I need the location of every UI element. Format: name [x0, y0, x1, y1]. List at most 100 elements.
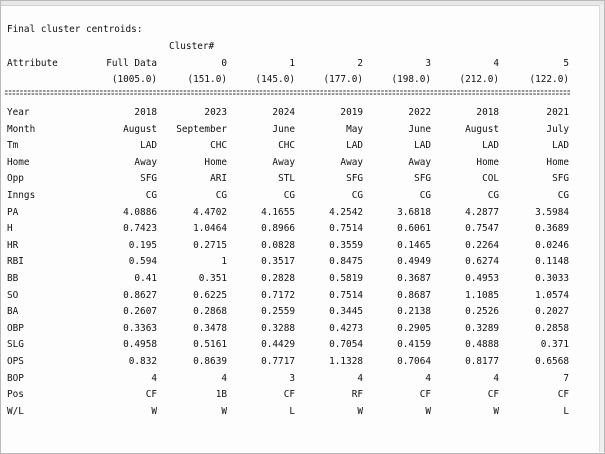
centroid-value: 3: [289, 373, 295, 384]
centroid-value: LAD: [140, 140, 157, 151]
centroid-value: 0.7172: [261, 290, 295, 301]
centroid-value: 0.3033: [535, 273, 569, 284]
centroid-value: August: [123, 124, 157, 135]
row-attribute: Pos: [7, 389, 24, 400]
column-header: 0: [221, 58, 227, 69]
centroid-value: 0.8687: [397, 290, 431, 301]
centroid-value: Home: [546, 157, 569, 168]
row-attribute: W/L: [7, 406, 24, 417]
centroid-value: 4: [221, 373, 227, 384]
centroid-value: 0.6061: [397, 223, 431, 234]
centroid-value: Away: [272, 157, 295, 168]
column-header: Full Data: [106, 58, 157, 69]
centroid-value: 0.7064: [397, 356, 431, 367]
centroid-value: 0.7514: [329, 223, 363, 234]
centroid-value: 1.0464: [193, 223, 227, 234]
centroid-value: CG: [487, 190, 499, 201]
centroid-value: 0.41: [134, 273, 157, 284]
row-attribute: Tm: [7, 140, 19, 151]
centroid-value: 4.2877: [465, 207, 499, 218]
centroid-value: 0.7054: [329, 339, 363, 350]
centroid-value: CG: [215, 190, 227, 201]
centroid-value: W: [493, 406, 499, 417]
centroid-value: July: [546, 124, 569, 135]
centroid-value: 0.0246: [535, 240, 569, 251]
separator-line: [5, 90, 571, 95]
column-header: 3: [425, 58, 431, 69]
centroid-value: 0.4429: [261, 339, 295, 350]
centroid-value: 0.2027: [535, 306, 569, 317]
centroid-value: 0.8475: [329, 256, 363, 267]
vertical-scrollbar[interactable]: [599, 5, 604, 452]
centroid-value: LAD: [414, 140, 431, 151]
row-attribute: Home: [7, 157, 30, 168]
centroid-value: Home: [204, 157, 227, 168]
centroid-value: 0.5161: [193, 339, 227, 350]
centroid-value: 0.4949: [397, 256, 431, 267]
centroid-value: 2018: [476, 107, 499, 118]
centroid-value: 0.3687: [397, 273, 431, 284]
centroid-value: 1B: [215, 389, 227, 400]
column-count: (198.0): [391, 74, 431, 85]
centroid-value: STL: [278, 173, 295, 184]
centroid-value: SFG: [140, 173, 157, 184]
centroid-value: L: [289, 406, 295, 417]
column-count: (145.0): [255, 74, 295, 85]
row-attribute: H: [7, 223, 13, 234]
centroid-value: 4.0886: [123, 207, 157, 218]
centroid-value: 0.2868: [193, 306, 227, 317]
centroid-value: 0.8177: [465, 356, 499, 367]
centroid-value: 2022: [408, 107, 431, 118]
centroid-value: 0.371: [540, 339, 569, 350]
centroid-value: 0.2858: [535, 323, 569, 334]
row-attribute: Inngs: [7, 190, 36, 201]
column-header: 2: [357, 58, 363, 69]
centroid-value: CG: [283, 190, 295, 201]
centroid-value: W: [425, 406, 431, 417]
centroid-value: 2021: [546, 107, 569, 118]
centroid-value: 2024: [272, 107, 295, 118]
centroid-value: 0.5819: [329, 273, 363, 284]
centroid-value: SFG: [552, 173, 569, 184]
centroid-value: CG: [419, 190, 431, 201]
centroid-value: 0.594: [128, 256, 157, 267]
centroid-value: CG: [351, 190, 363, 201]
centroid-value: 0.2715: [193, 240, 227, 251]
centroid-value: June: [408, 124, 431, 135]
output-heading: Final cluster centroids:: [7, 24, 143, 35]
centroid-value: 4: [493, 373, 499, 384]
centroid-value: 1.0574: [535, 290, 569, 301]
centroid-value: May: [346, 124, 363, 135]
centroid-value: 0.3445: [329, 306, 363, 317]
centroid-value: 0.832: [128, 356, 157, 367]
row-attribute: Month: [7, 124, 36, 135]
centroid-value: SFG: [414, 173, 431, 184]
centroid-value: 3.5984: [535, 207, 569, 218]
centroid-value: CF: [283, 389, 295, 400]
centroid-value: 0.2559: [261, 306, 295, 317]
centroid-value: Away: [134, 157, 157, 168]
column-count: (212.0): [459, 74, 499, 85]
column-header: 4: [493, 58, 499, 69]
centroid-value: 0.1465: [397, 240, 431, 251]
column-count: (1005.0): [111, 74, 157, 85]
centroid-value: 1: [221, 256, 227, 267]
centroid-value: 0.4273: [329, 323, 363, 334]
row-attribute: OPS: [7, 356, 24, 367]
centroid-value: CG: [145, 190, 157, 201]
centroid-value: COL: [482, 173, 499, 184]
centroid-value: 0.6225: [193, 290, 227, 301]
centroid-value: 0.8966: [261, 223, 295, 234]
centroid-value: 0.8627: [123, 290, 157, 301]
centroid-value: 0.2905: [397, 323, 431, 334]
column-count: (122.0): [529, 74, 569, 85]
row-attribute: SLG: [7, 339, 24, 350]
centroid-value: 0.2526: [465, 306, 499, 317]
centroid-value: 0.4888: [465, 339, 499, 350]
centroid-value: 0.2607: [123, 306, 157, 317]
row-attribute: BOP: [7, 373, 24, 384]
centroid-value: 7: [563, 373, 569, 384]
row-attribute: BA: [7, 306, 19, 317]
